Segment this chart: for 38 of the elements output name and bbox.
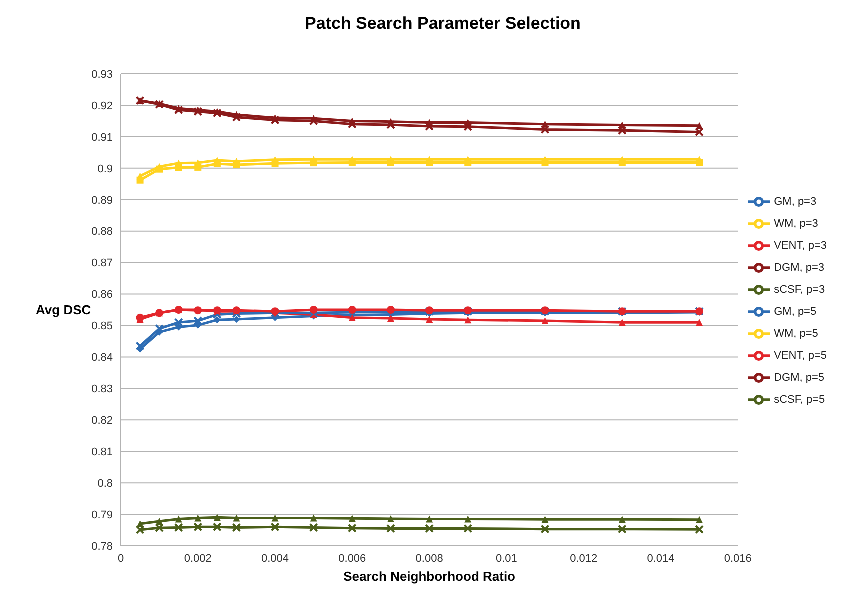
y-tick-label: 0.79 xyxy=(92,509,113,522)
y-tick-label: 0.84 xyxy=(92,352,113,364)
x-tick-label: 0.016 xyxy=(724,552,752,565)
y-tick-label: 0.8 xyxy=(98,478,113,490)
x-tick-label: 0.008 xyxy=(416,552,444,565)
chart-title: Patch Search Parameter Selection xyxy=(304,14,582,34)
y-tick-label: 0.87 xyxy=(92,258,113,270)
y-tick-label: 0.86 xyxy=(92,289,113,302)
x-tick-label: 0.006 xyxy=(338,552,366,565)
y-tick-label: 0.88 xyxy=(92,226,113,238)
legend-label: VENT, p=3 xyxy=(774,239,827,252)
y-tick-label: 0.82 xyxy=(92,415,113,428)
x-tick-label: 0.014 xyxy=(647,552,675,565)
x-tick-label: 0 xyxy=(118,552,124,565)
legend-label: sCSF, p=3 xyxy=(774,283,826,296)
legend-label: DGM, p=5 xyxy=(774,371,825,384)
legend-label: WM, p=3 xyxy=(774,217,818,230)
y-tick-label: 0.92 xyxy=(92,100,113,112)
x-tick-label: 0.01 xyxy=(496,552,518,565)
y-tick-label: 0.93 xyxy=(92,68,113,81)
legend-label: GM, p=5 xyxy=(774,305,817,318)
legend-label: DGM, p=3 xyxy=(774,261,825,274)
x-tick-label: 0.012 xyxy=(570,552,598,565)
y-tick-label: 0.81 xyxy=(92,446,113,459)
y-tick-label: 0.85 xyxy=(92,320,113,333)
legend-label: GM, p=3 xyxy=(774,195,817,208)
x-tick-label: 0.004 xyxy=(262,552,290,565)
y-tick-label: 0.91 xyxy=(92,132,113,144)
y-axis-title: Avg DSC xyxy=(36,302,92,318)
y-tick-label: 0.78 xyxy=(92,540,113,553)
legend-label: sCSF, p=5 xyxy=(774,393,826,406)
y-tick-label: 0.89 xyxy=(92,194,113,207)
y-tick-label: 0.83 xyxy=(92,384,113,396)
legend-label: WM, p=5 xyxy=(774,327,818,340)
legend-label: VENT, p=5 xyxy=(774,349,827,362)
x-tick-label: 0.002 xyxy=(184,552,212,565)
x-axis-title: Search Neighborhood Ratio xyxy=(344,569,516,584)
y-tick-label: 0.9 xyxy=(98,163,113,176)
